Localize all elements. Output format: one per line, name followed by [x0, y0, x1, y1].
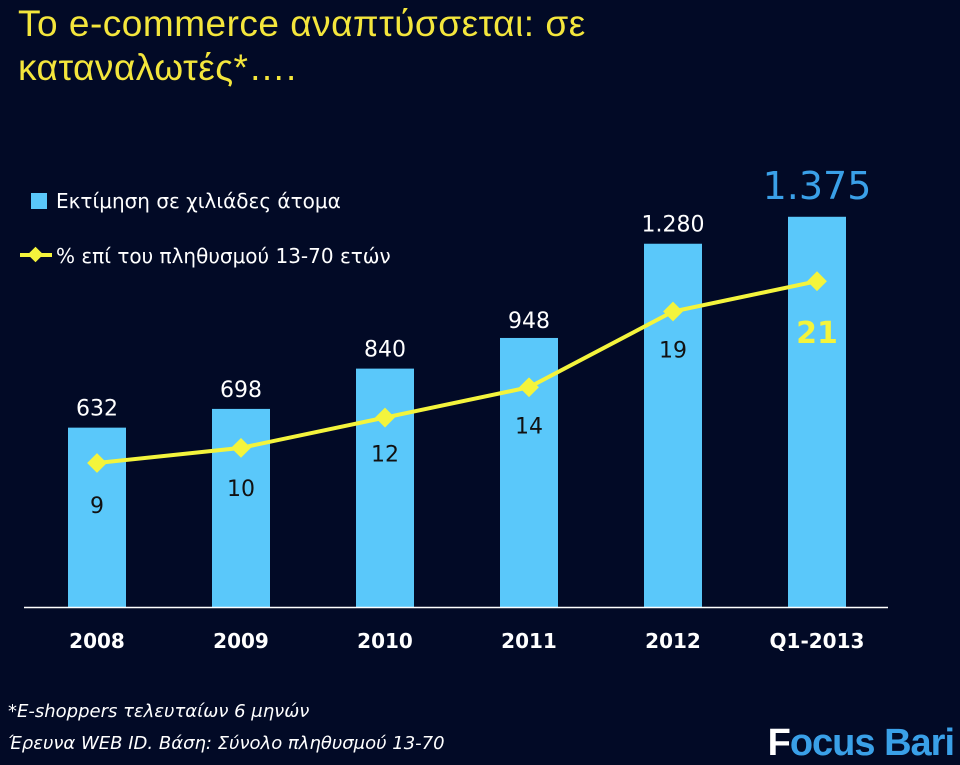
- line-series-path: [96, 279, 818, 465]
- source-note: Έρευνα WEB ID. Βάση: Σύνολο πληθυσμού 13…: [8, 733, 445, 754]
- x-tick-label-2009: 2009: [213, 629, 269, 653]
- line-point-Q1-2013: [807, 271, 827, 292]
- line-point-2010: [375, 407, 395, 428]
- bar-2012: [644, 243, 702, 607]
- x-tick-label-Q1-2013: Q1-2013: [770, 629, 865, 653]
- title-line-1: Το e-commerce αναπτύσσεται: σε: [18, 3, 586, 44]
- line-value-label-2009: 10: [227, 477, 255, 502]
- logo-part1: F: [767, 722, 791, 764]
- line-point-2009: [231, 437, 251, 458]
- x-tick-label-2012: 2012: [645, 629, 701, 653]
- legend-line-label: % επί του πληθυσμού 13-70 ετών: [56, 244, 391, 268]
- line-point-2011: [519, 377, 539, 398]
- legend-bar-label: Εκτίμηση σε χιλιάδες άτομα: [56, 189, 341, 213]
- line-value-label-2008: 9: [90, 494, 104, 519]
- page-title: Το e-commerce αναπτύσσεται: σε καταναλωτ…: [18, 2, 948, 90]
- line-value-label-Q1-2013: 21: [796, 316, 838, 351]
- line-point-2012: [663, 301, 683, 322]
- line-value-label-2012: 19: [659, 339, 687, 364]
- bar-value-label-2011: 948: [508, 309, 550, 334]
- line-point-2008: [87, 453, 107, 473]
- line-value-label-2010: 12: [371, 443, 399, 468]
- x-tick-label-2008: 2008: [69, 629, 125, 653]
- logo-part2: ocus Bari: [789, 722, 955, 764]
- x-tick-label-2010: 2010: [357, 629, 413, 653]
- title-line-2: καταναλωτές*….: [18, 47, 297, 88]
- x-tick-label-2011: 2011: [501, 629, 557, 653]
- bar-value-label-2009: 698: [220, 378, 262, 403]
- bar-value-label-2010: 840: [364, 338, 406, 363]
- bar-2010: [356, 368, 414, 607]
- legend-line-marker: [27, 246, 44, 263]
- bar-value-label-2012: 1.280: [642, 213, 705, 238]
- legend-bar-swatch: [31, 193, 47, 209]
- line-value-label-2011: 14: [515, 414, 543, 439]
- focus-bari-logo: Focus Bari: [767, 722, 955, 765]
- bar-value-label-2008: 632: [76, 397, 118, 422]
- footnote: *E-shoppers τελευταίων 6 μηνών: [8, 701, 310, 722]
- bar-value-label-Q1-2013: 1.375: [763, 164, 872, 208]
